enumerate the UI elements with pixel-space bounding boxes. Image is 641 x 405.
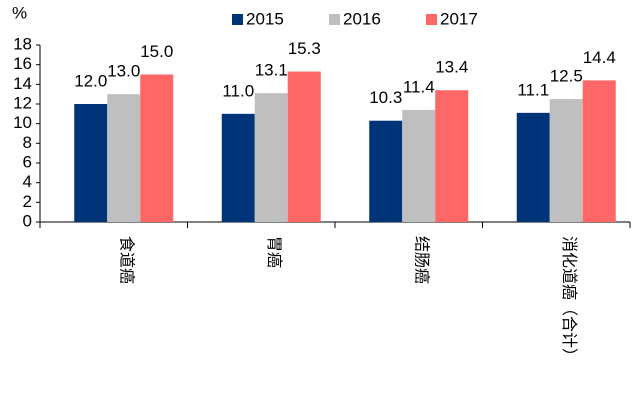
x-tick-label: 结肠癌 xyxy=(412,236,431,284)
bar xyxy=(435,90,469,222)
data-label: 12.5 xyxy=(550,67,583,86)
data-label: 11.0 xyxy=(222,81,254,100)
bar xyxy=(74,104,108,222)
y-tick-label: 4 xyxy=(23,172,32,191)
x-tick-label: 消化道癌（合计） xyxy=(560,236,579,364)
bar xyxy=(221,113,255,222)
bar xyxy=(369,120,403,222)
y-tick-label: 8 xyxy=(23,133,32,152)
data-label: 13.4 xyxy=(435,58,468,77)
legend-label: 2015 xyxy=(246,9,284,28)
data-label: 11.1 xyxy=(517,80,549,99)
y-tick-label: 18 xyxy=(13,34,32,53)
y-tick-label: 10 xyxy=(13,113,32,132)
bar xyxy=(549,99,583,222)
y-tick-label: 12 xyxy=(13,93,32,112)
y-tick-label: 14 xyxy=(13,74,32,93)
data-label: 10.3 xyxy=(369,88,402,107)
y-tick-label: 16 xyxy=(13,54,32,73)
bar xyxy=(140,74,174,222)
data-label: 12.0 xyxy=(74,71,107,90)
bar xyxy=(254,93,288,222)
x-tick-label: 胃癌 xyxy=(265,236,284,268)
y-tick-label: 0 xyxy=(23,211,32,230)
x-tick-label: 食道癌 xyxy=(117,236,136,284)
legend-swatch xyxy=(329,14,340,25)
data-label: 14.4 xyxy=(583,48,616,67)
legend-swatch xyxy=(426,14,437,25)
data-label: 13.0 xyxy=(107,62,140,81)
data-label: 11.4 xyxy=(403,77,435,96)
data-label: 15.0 xyxy=(140,42,173,61)
bar xyxy=(402,109,436,222)
data-label: 15.3 xyxy=(288,39,321,58)
bar xyxy=(287,71,321,222)
bar xyxy=(516,112,550,222)
y-tick-label: 6 xyxy=(23,152,32,171)
bar xyxy=(582,80,616,223)
data-label: 13.1 xyxy=(255,61,288,80)
y-axis-label: % xyxy=(12,3,27,22)
legend-swatch xyxy=(232,14,243,25)
y-tick-label: 2 xyxy=(23,192,32,211)
legend-label: 2017 xyxy=(440,9,478,28)
bar xyxy=(107,94,141,222)
legend-label: 2016 xyxy=(343,9,381,28)
